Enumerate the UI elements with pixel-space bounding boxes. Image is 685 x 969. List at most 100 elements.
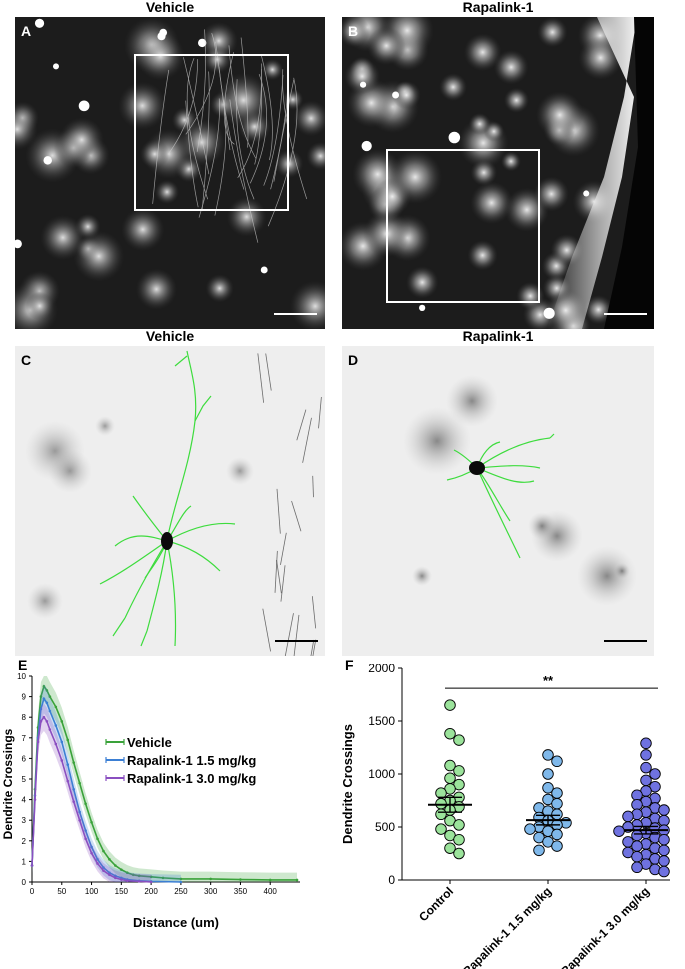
bright-soma [359,81,367,88]
fluorescent-cell [216,73,271,128]
fluorescent-cell [406,266,439,299]
e-data-point [45,689,49,692]
f-data-point [453,734,465,746]
f-category-label: Control [416,884,456,924]
background-fiber [310,639,315,656]
fluorescent-cell [342,17,370,48]
background-fiber [293,614,300,656]
e-data-point [36,740,40,744]
fluorescent-cell [203,45,232,74]
bright-soma [78,100,90,112]
e-x-tick-label: 50 [57,887,66,896]
bright-soma [419,304,426,312]
fluorescent-cell [463,33,502,72]
e-data-point [102,849,105,853]
f-y-tick-label: 0 [388,873,395,887]
scale-bar-d [604,640,647,642]
f-data-point [631,850,643,863]
background-cell [403,407,471,475]
soma-c [161,532,173,550]
e-data-point [66,763,70,766]
dendrite-crossings-scatter: Dendrite Crossings 0 500 1000 1500 2000 Contr… [340,664,670,969]
e-y-tick-label: 6 [22,754,27,763]
tissue-edge [547,17,637,329]
e-data-point [90,851,93,855]
fluorescent-cell [289,280,325,329]
e-data-point [33,798,37,801]
e-x-tick-label: 0 [30,887,35,896]
f-y-tick-label: 500 [375,820,395,834]
fiber [240,37,249,148]
e-data-point [72,788,75,791]
f-data-point [435,797,447,810]
e-data-point [48,695,52,698]
f-data-point [631,798,643,811]
f-data-point [658,855,670,867]
fiber [152,69,170,204]
f-y-tick-label: 1500 [368,714,395,728]
bright-soma [15,239,22,249]
e-data-point [114,874,117,878]
f-data-point [622,810,634,823]
f-data-point [658,844,670,857]
scale-bar-c [275,640,318,642]
f-data-point [453,833,465,846]
e-data-point [39,695,43,698]
f-data-point [631,840,643,852]
micrograph-panel-c: C [15,346,325,656]
panel-b-letter: B [348,23,359,39]
background-fiber [284,613,294,656]
e-series-line [31,715,152,883]
e-data-point [102,869,105,872]
e-data-point [96,862,99,865]
panel-e-letter: E [18,657,28,673]
background-fiber [312,639,317,656]
f-data-point [631,829,643,842]
e-data-point [42,697,46,700]
scale-bar-a [274,313,317,315]
fluorescent-cell [344,58,381,95]
f-data-point [453,765,465,777]
fluorescent-cell [121,207,165,252]
fluorescent-cell [467,240,498,271]
e-y-tick-label: 2 [22,837,27,846]
fiber [254,69,263,165]
f-data-point [444,842,456,854]
background-fiber [280,532,287,565]
fiber [260,53,273,161]
e-data-point [42,685,46,688]
significance-label: ** [543,673,554,688]
e-y-tick-label: 9 [22,693,27,702]
e-y-tick-label: 0 [22,878,27,887]
e-data-point [120,868,123,871]
f-data-point [542,749,554,761]
e-x-tick-label: 200 [144,887,158,896]
e-data-point [108,858,111,861]
background-cell [446,375,498,427]
fluorescent-cell [25,291,54,321]
panel-c-letter: C [21,352,32,368]
fiber [186,58,209,200]
e-data-point [125,871,129,875]
roi-box-a [134,54,289,211]
background-cell [95,416,115,436]
f-data-point [444,727,456,740]
f-y-tick-label: 2000 [368,664,395,675]
f-data-point [444,699,456,711]
e-y-axis-label: Dendrite Crossings [1,728,15,839]
f-data-point [444,759,456,772]
fluorescent-cell [118,81,167,130]
f-data-point [435,808,447,821]
tissue-outside-region [604,17,654,329]
e-data-point [48,709,52,713]
e-data-point [72,761,75,764]
e-y-tick-label: 4 [22,796,27,805]
micrograph-panel-d: D [342,346,654,656]
fluorescent-cell [15,108,38,150]
e-x-tick-label: 150 [115,887,129,896]
f-data-point [542,782,554,794]
fluorescent-cell [439,73,467,101]
bright-soma [392,91,400,99]
fiber [201,71,210,212]
e-data-point [39,707,43,711]
